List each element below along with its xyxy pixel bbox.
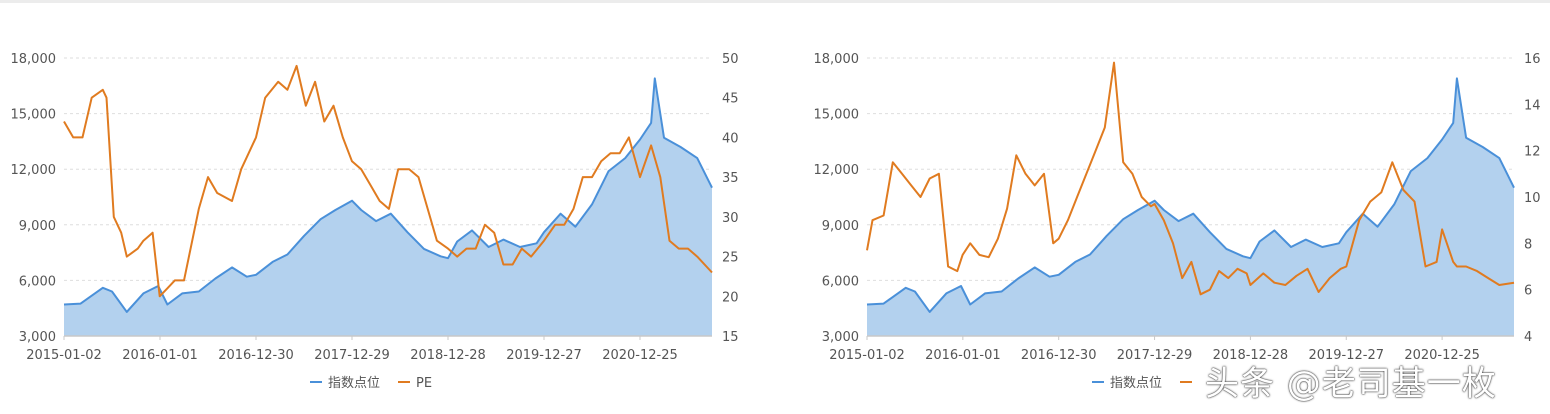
y-right-tick-label: 20 xyxy=(722,290,739,305)
y-left-tick-label: 12,000 xyxy=(814,163,860,178)
legend-label: 指数点位 xyxy=(1110,376,1162,391)
x-tick-label: 2020-12-25 xyxy=(602,348,678,363)
y-left-tick-label: 12,000 xyxy=(11,163,57,178)
x-tick-label: 2016-01-01 xyxy=(925,348,1001,363)
y-right-tick-label: 4 xyxy=(1524,330,1532,345)
y-right-tick-label: 16 xyxy=(1524,52,1541,67)
y-right-tick-label: 15 xyxy=(722,330,739,345)
y-left-tick-label: 15,000 xyxy=(814,108,860,123)
x-tick-label: 2018-12-28 xyxy=(1213,348,1289,363)
chart-right: 3,000 6,000 9,000 12,000 15,000 18,000 4 6 8 10 12… xyxy=(814,52,1541,391)
y-right-tick-label: 40 xyxy=(722,131,739,146)
y-left-tick-label: 9,000 xyxy=(822,219,859,234)
x-tick-label: 2017-12-29 xyxy=(314,348,390,363)
series-line-valuation xyxy=(63,64,713,298)
series-area-fill xyxy=(867,78,1514,337)
legend-label: 指数点位 xyxy=(328,376,380,391)
chart-left: 3,000 6,000 9,000 12,000 15,000 18,000 15 20 25 3… xyxy=(11,52,739,391)
y-right-tick-label: 25 xyxy=(722,251,739,266)
y-left-tick-label: 15,000 xyxy=(11,108,57,123)
watermark-text: 头条 @老司基一枚 xyxy=(1205,364,1497,404)
y-right-tick-label: 6 xyxy=(1524,284,1532,299)
y-left-tick-label: 9,000 xyxy=(19,219,56,234)
y-left-tick-label: 3,000 xyxy=(822,330,859,345)
y-left-tick-label: 6,000 xyxy=(822,274,859,289)
y-left-tick-label: 18,000 xyxy=(814,52,860,67)
x-tick-label: 2019-12-27 xyxy=(506,348,582,363)
x-tick-label: 2016-01-01 xyxy=(122,348,198,363)
top-border xyxy=(0,0,1550,3)
series-line-index xyxy=(866,77,1515,313)
x-tick-label: 2020-12-25 xyxy=(1404,348,1480,363)
y-right-tick-label: 45 xyxy=(722,92,739,107)
y-right-tick-label: 14 xyxy=(1524,98,1541,113)
y-right-tick-label: 35 xyxy=(722,171,739,186)
x-tick-label: 2018-12-28 xyxy=(410,348,486,363)
x-tick-label: 2016-12-30 xyxy=(218,348,294,363)
y-right-tick-label: 30 xyxy=(722,211,739,226)
x-tick-label: 2017-12-29 xyxy=(1117,348,1193,363)
y-right-tick-label: 50 xyxy=(722,52,739,67)
x-tick-label: 2019-12-27 xyxy=(1308,348,1384,363)
y-left-tick-label: 3,000 xyxy=(19,330,56,345)
series-line-valuation xyxy=(866,61,1515,296)
series-line-index xyxy=(63,77,713,313)
y-left-tick-label: 6,000 xyxy=(19,274,56,289)
x-tick-label: 2015-01-02 xyxy=(26,348,102,363)
y-left-tick-label: 18,000 xyxy=(11,52,57,67)
y-right-tick-label: 8 xyxy=(1524,237,1532,252)
y-right-tick-label: 12 xyxy=(1524,145,1541,160)
x-tick-label: 2015-01-02 xyxy=(829,348,905,363)
legend-label: PE xyxy=(416,376,432,391)
x-tick-label: 2016-12-30 xyxy=(1021,348,1097,363)
y-right-tick-label: 10 xyxy=(1524,191,1541,206)
